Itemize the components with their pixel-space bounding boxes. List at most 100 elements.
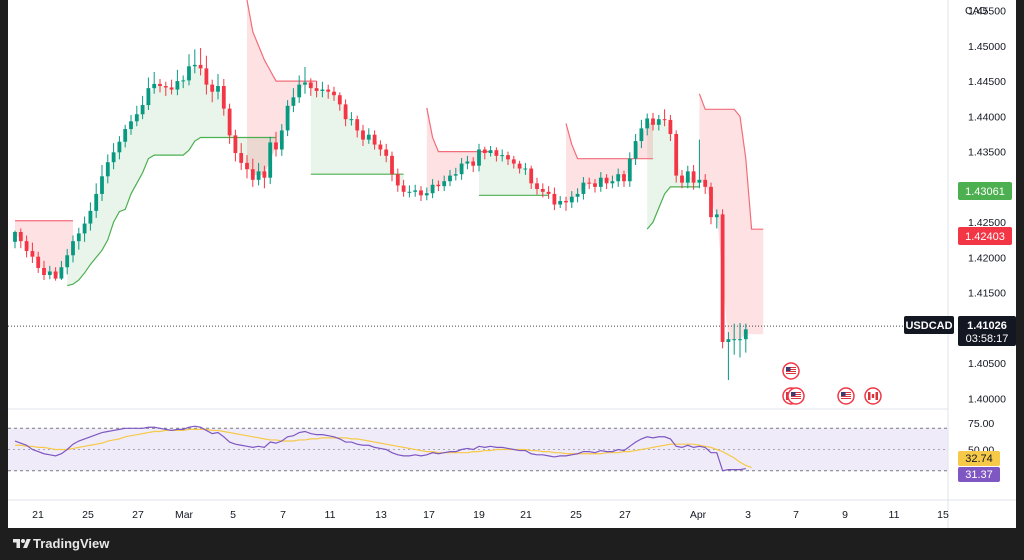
- upper-band-badge: 1.43061: [958, 182, 1012, 200]
- candle: [337, 92, 342, 111]
- candle: [500, 149, 505, 162]
- candle: [152, 71, 157, 94]
- tradingview-logo-icon[interactable]: [12, 537, 32, 551]
- candle: [378, 140, 383, 156]
- supertrend-line: [67, 136, 276, 287]
- candle: [42, 260, 46, 280]
- time-tick-label: Apr: [690, 509, 707, 521]
- candle: [262, 165, 267, 189]
- candle: [291, 88, 296, 113]
- candle: [691, 165, 696, 190]
- candle: [703, 174, 708, 194]
- candle: [256, 162, 261, 186]
- price-tick-label: 1.40500: [968, 358, 1006, 370]
- rsi-pane[interactable]: [8, 425, 948, 472]
- candle: [720, 209, 725, 349]
- time-tick-label: 11: [325, 509, 336, 521]
- candle: [390, 151, 394, 182]
- candle: [53, 267, 58, 281]
- candle: [517, 160, 522, 174]
- candle: [192, 49, 197, 74]
- candle: [117, 136, 122, 160]
- candle: [593, 179, 597, 193]
- price-tick-label: 1.44500: [968, 76, 1006, 88]
- candle: [140, 95, 145, 120]
- candle: [30, 242, 35, 264]
- event-ca-icon[interactable]: [864, 387, 882, 405]
- candle: [453, 167, 458, 181]
- price-tick-label: 1.45500: [968, 6, 1006, 18]
- candle: [100, 165, 104, 201]
- symbol-label[interactable]: USDCAD: [904, 316, 954, 334]
- candle: [71, 235, 75, 263]
- candle: [65, 248, 70, 275]
- time-tick-label: 25: [82, 509, 94, 521]
- economic-events[interactable]: [782, 362, 882, 405]
- rsi-ma-badge: 32.74: [958, 451, 1000, 466]
- candle: [303, 66, 307, 94]
- candle: [332, 86, 336, 101]
- candle: [210, 79, 215, 103]
- candle: [233, 129, 238, 162]
- candle: [36, 251, 41, 273]
- time-tick-label: 21: [520, 509, 532, 521]
- price-pane[interactable]: [8, 0, 948, 405]
- candle: [366, 128, 371, 144]
- candle: [459, 157, 464, 180]
- time-axis[interactable]: 21 25 27 Mar 5 7 11 13 17 19 21 25 27 Apr 3 7 9 11 15: [32, 509, 949, 521]
- price-tick-label: 1.45000: [968, 41, 1006, 53]
- candle: [129, 114, 133, 135]
- event-us-icon[interactable]: [787, 387, 805, 405]
- price-tick-label: 1.43500: [968, 147, 1006, 159]
- candle: [395, 168, 400, 192]
- chart-container[interactable]: 1.45500 1.45000 1.44500 1.44000 1.43500 1.430…: [8, 0, 1016, 528]
- price-tick-label: 1.41500: [968, 288, 1006, 300]
- symbol-ticker: USDCAD: [905, 320, 952, 332]
- candle: [320, 81, 325, 98]
- candle: [552, 187, 557, 211]
- candle: [639, 119, 644, 149]
- candle: [111, 143, 116, 170]
- candle: [407, 185, 412, 198]
- time-tick-label: Mar: [175, 509, 194, 521]
- supertrend-fill: [247, 0, 317, 176]
- time-tick-label: 17: [423, 509, 435, 521]
- candle: [18, 228, 23, 249]
- candle: [285, 100, 290, 137]
- currency-label: CAD: [965, 5, 988, 17]
- candle: [668, 114, 673, 142]
- candle: [448, 169, 452, 187]
- last-price-badge: 1.41026 03:58:17: [958, 316, 1016, 346]
- candle: [482, 146, 487, 160]
- candle: [564, 196, 568, 211]
- event-us-icon[interactable]: [782, 362, 800, 380]
- candle: [88, 202, 93, 231]
- candle: [361, 124, 365, 146]
- rsi-ma-line: [15, 428, 752, 469]
- candle: [279, 124, 284, 156]
- upper-band-value: 1.43061: [965, 186, 1005, 198]
- candle: [326, 84, 331, 99]
- candle: [158, 78, 162, 93]
- rsi-tick-label: 75.00: [968, 418, 994, 430]
- rsi-ma-value: 32.74: [965, 453, 993, 465]
- time-tick-label: 3: [745, 509, 751, 521]
- candle: [227, 103, 232, 144]
- event-us-icon[interactable]: [837, 387, 855, 405]
- candle: [268, 136, 273, 185]
- candle: [714, 209, 719, 229]
- candle: [685, 165, 690, 189]
- chart-canvas[interactable]: 1.45500 1.45000 1.44500 1.44000 1.43500 1.430…: [8, 0, 1016, 528]
- candle: [343, 99, 348, 127]
- candle: [355, 115, 360, 138]
- brand-name[interactable]: TradingView: [33, 536, 110, 551]
- candle: [134, 105, 139, 127]
- supertrend-fills: [15, 0, 764, 341]
- candle: [314, 81, 319, 98]
- supertrend-line: [565, 123, 653, 160]
- candle: [204, 55, 209, 95]
- candles: [13, 47, 748, 381]
- candle: [413, 184, 418, 197]
- candle: [245, 155, 249, 179]
- candle: [558, 196, 563, 209]
